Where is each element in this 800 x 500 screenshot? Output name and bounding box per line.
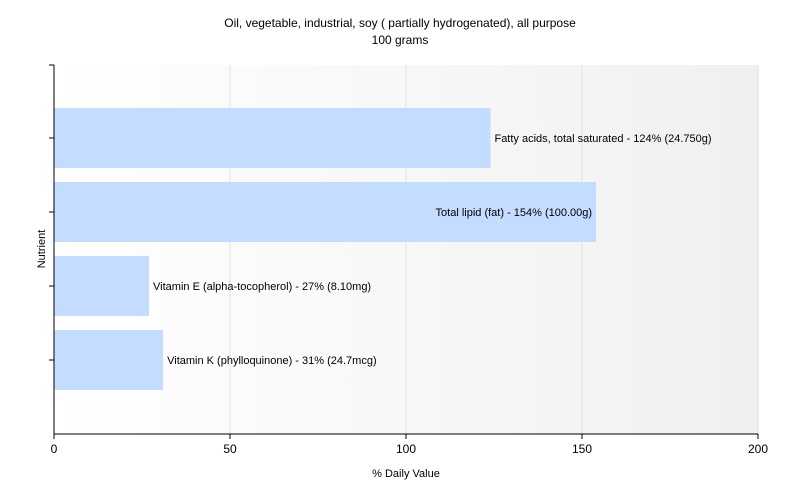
bar-data-label: Total lipid (fat) - 154% (100.00g) bbox=[436, 207, 593, 219]
bars bbox=[54, 108, 597, 390]
x-tick-label: 100 bbox=[396, 442, 416, 456]
bar-data-label: Fatty acids, total saturated - 124% (24.… bbox=[494, 133, 711, 145]
bar bbox=[54, 256, 150, 316]
x-tick-label: 150 bbox=[572, 442, 592, 456]
chart-title: Oil, vegetable, industrial, soy ( partia… bbox=[224, 16, 576, 30]
chart-subtitle: 100 grams bbox=[372, 33, 429, 47]
x-axis-label: % Daily Value bbox=[372, 468, 440, 480]
bar bbox=[54, 330, 164, 390]
bar bbox=[54, 182, 597, 242]
axes: 0 50 100 150 200 bbox=[49, 64, 768, 456]
x-tick-label: 50 bbox=[223, 442, 237, 456]
x-tick-label: 200 bbox=[748, 442, 768, 456]
x-tick-label: 0 bbox=[51, 442, 58, 456]
y-axis-label: Nutrient bbox=[36, 230, 48, 269]
data-labels: Fatty acids, total saturated - 124% (24.… bbox=[153, 133, 712, 367]
bar-data-label: Vitamin E (alpha-tocopherol) - 27% (8.10… bbox=[153, 281, 371, 293]
bar bbox=[54, 108, 491, 168]
bar-data-label: Vitamin K (phylloquinone) - 31% (24.7mcg… bbox=[167, 355, 377, 367]
